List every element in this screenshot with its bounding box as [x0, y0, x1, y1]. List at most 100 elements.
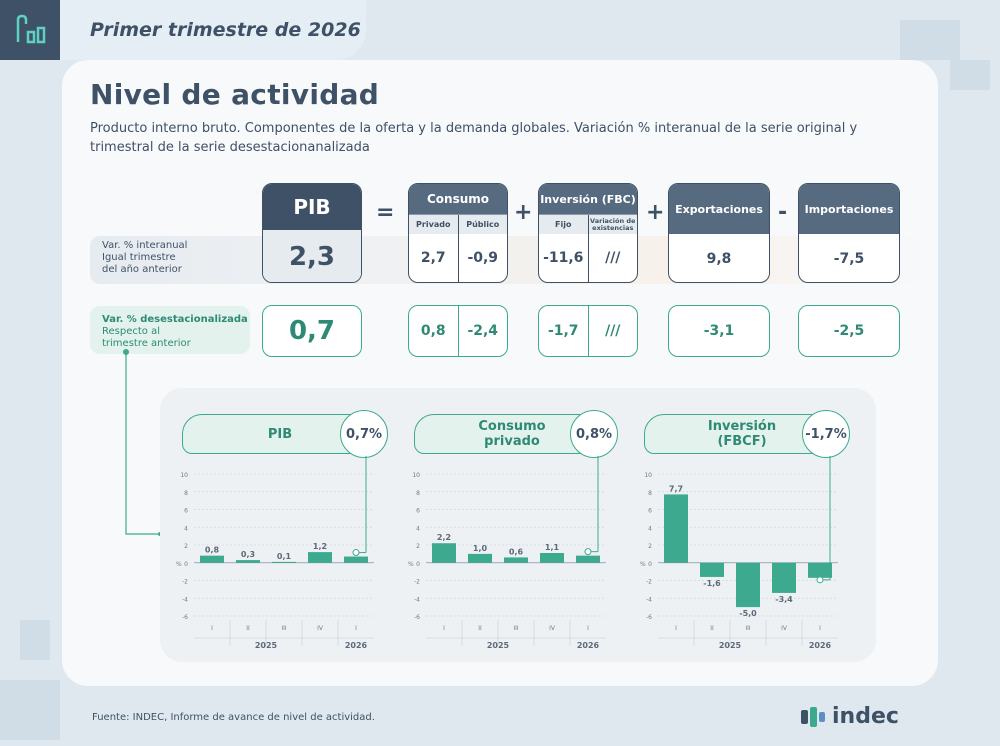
x-tick-label: I: [443, 625, 445, 632]
importaciones-head: Importaciones: [799, 184, 899, 234]
footer-source: Fuente: INDEC, Informe de avance de nive…: [92, 712, 375, 723]
y-tick-label: 10: [412, 472, 420, 479]
data-label: -3,4: [775, 595, 793, 604]
x-tick-label: III: [513, 625, 519, 632]
chart-pib-badge: 0,7%: [340, 410, 388, 458]
data-label: 1,1: [545, 543, 560, 552]
bar: [736, 562, 760, 608]
bar: [808, 562, 832, 578]
y-tick-label: 4: [416, 525, 420, 532]
consumo-privado-desest: 0,8: [420, 323, 446, 339]
y-tick-label: 0: [184, 561, 188, 568]
period-title: Primer trimestre de 2026: [90, 19, 361, 41]
x-tick-label: II: [478, 625, 482, 632]
y-tick-label: 2: [648, 543, 652, 550]
page-title: Nivel de actividad: [90, 78, 380, 111]
y-tick-label: -6: [182, 614, 188, 621]
y-tick-label: -2: [182, 579, 188, 586]
chart-inversion-badge: -1,7%: [802, 410, 850, 458]
data-label: -1,6: [703, 579, 721, 588]
y-tick-label: 2: [184, 543, 188, 550]
inversion-fijo-interanual: -11,6: [543, 250, 584, 266]
importaciones-desest: -2,5: [833, 323, 865, 339]
minus-sign: -: [778, 200, 788, 225]
y-tick-label: 6: [648, 508, 652, 515]
header-bar: Primer trimestre de 2026: [60, 0, 366, 60]
y-tick-label: -6: [646, 614, 652, 621]
highlight-marker: [584, 548, 592, 556]
y-tick-label: -2: [646, 579, 652, 586]
consumo-publico-desest: -2,4: [457, 306, 508, 356]
x-tick-label: I: [675, 625, 677, 632]
x-tick-label: III: [281, 625, 287, 632]
consumo-publico-interanual: -0,9: [457, 234, 508, 282]
y-tick-label: 4: [648, 525, 652, 532]
equals-sign: =: [376, 200, 395, 225]
bar: [272, 561, 296, 563]
y-tick-label: -2: [414, 579, 420, 586]
inversion-existencias-desest: ///: [587, 306, 638, 356]
brand-name: indec: [832, 704, 899, 729]
bar: [664, 494, 688, 563]
bar: [200, 555, 224, 563]
indec-logo: indec: [800, 704, 899, 729]
year-label: 2026: [577, 641, 600, 650]
y-tick-label: -4: [182, 596, 188, 603]
bar: [236, 560, 260, 563]
y-tick-label: 6: [184, 508, 188, 515]
consumo-box: Consumo Privado Público 2,7 -0,9: [408, 183, 508, 283]
x-tick-label: III: [745, 625, 751, 632]
header-logo: [0, 0, 60, 60]
bar: [504, 557, 528, 563]
y-tick-label: 8: [416, 490, 420, 497]
x-tick-label: I: [819, 625, 821, 632]
year-label: 2025: [255, 641, 278, 650]
y-tick-label: 2: [416, 543, 420, 550]
data-label: 0,6: [509, 547, 524, 556]
y-tick-label: 4: [184, 525, 188, 532]
consumo-sub-privado: Privado: [416, 219, 451, 229]
consumo-sub-publico: Público: [457, 215, 508, 234]
interanual-label: Var. % interanual Igual trimestre del añ…: [102, 240, 188, 275]
year-label: 2026: [345, 641, 368, 650]
x-tick-label: IV: [317, 625, 324, 632]
importaciones-box: Importaciones -7,5: [798, 183, 900, 283]
y-tick-label: -4: [414, 596, 420, 603]
data-label: 0,3: [241, 550, 255, 559]
page-subtitle: Producto interno bruto. Componentes de l…: [90, 121, 858, 155]
consumo-head: Consumo: [409, 184, 507, 214]
chart-consumo-privado: 10 8 6 4 2 0 -2 -4 -6% 2,2 I 1,0 II 0,6 III 1,1 IV I 2025 2…: [408, 456, 606, 650]
importaciones-interanual: -7,5: [833, 251, 865, 267]
inversion-desest-box: -1,7 ///: [538, 305, 638, 357]
y-tick-label: -4: [646, 596, 652, 603]
y-tick-label: 8: [184, 490, 188, 497]
year-label: 2026: [809, 641, 832, 650]
x-tick-label: IV: [549, 625, 556, 632]
y-tick-label: 0: [648, 561, 652, 568]
inversion-sub-fijo: Fijo: [555, 219, 572, 229]
y-axis-label: %: [408, 561, 414, 568]
y-axis-label: %: [176, 561, 182, 568]
exportaciones-head: Exportaciones: [669, 184, 769, 234]
chart-logo-icon: [16, 14, 46, 44]
data-label: 0,1: [277, 552, 292, 561]
consumo-desest-box: 0,8 -2,4: [408, 305, 508, 357]
bar: [540, 552, 564, 563]
importaciones-desest-box: -2,5: [798, 305, 900, 357]
interanual-band: [90, 236, 930, 284]
inversion-existencias-interanual: ///: [587, 234, 638, 282]
pib-head: PIB: [263, 184, 361, 230]
pib-desest-box: 0,7: [262, 305, 362, 357]
exportaciones-interanual: 9,8: [706, 251, 732, 267]
bar: [344, 556, 368, 563]
pib-box: PIB 2,3: [262, 183, 362, 283]
highlight-marker: [816, 576, 824, 584]
x-tick-label: II: [246, 625, 250, 632]
plus-sign-2: +: [646, 200, 665, 225]
bar: [576, 555, 600, 563]
desest-label: Var. % desestacionalizada Respecto al tr…: [102, 314, 248, 349]
data-label: 1,0: [473, 544, 488, 553]
inversion-head: Inversión (FBC): [539, 184, 637, 214]
bar: [432, 543, 456, 563]
year-label: 2025: [719, 641, 742, 650]
